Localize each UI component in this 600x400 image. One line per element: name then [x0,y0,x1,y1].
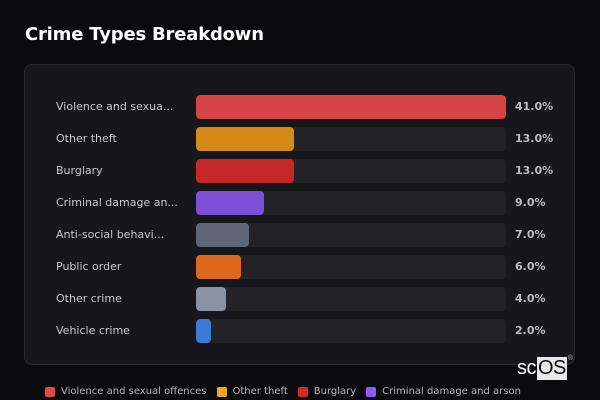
bar-value: 13.0% [515,132,554,145]
bar-value: 7.0% [515,228,546,241]
page-title: Crime Types Breakdown [25,24,264,45]
bar-track [196,223,506,247]
bar-label: Anti-social behavi... [56,228,165,241]
bar-fill [196,255,242,279]
bar-track [196,287,506,311]
legend-swatch-icon [297,386,308,397]
bar-value: 2.0% [515,324,546,337]
legend-label: Burglary [313,386,357,397]
bar-value: 9.0% [515,196,546,209]
chart-card: Violence and sexua... 41.0% Other theft 13.… [24,64,575,365]
bar-row[interactable]: Other theft 13.0% [25,127,574,151]
bar-track [196,191,506,215]
bar-value: 6.0% [515,260,546,273]
bar-fill [196,287,227,311]
bar-track [196,319,506,343]
legend-swatch-icon [216,386,227,397]
legend-item[interactable]: Burglary [297,386,357,397]
bar-row[interactable]: Criminal damage an... 9.0% [25,191,574,215]
bar-row[interactable]: Public order 6.0% [25,255,574,279]
bar-value: 13.0% [515,164,554,177]
legend-swatch-icon [45,386,55,397]
bar-track [196,159,506,183]
bar-row[interactable]: Other crime 4.0% [25,287,574,311]
bar-fill [196,223,249,247]
bar-label: Violence and sexua... [56,100,174,113]
legend-label: Other theft [232,386,288,397]
bar-fill [196,95,506,119]
legend-label: Criminal damage and arson [382,386,521,397]
bar-row[interactable]: Burglary 13.0% [25,159,574,183]
bar-label: Criminal damage an... [56,196,178,209]
bar-fill [196,191,265,215]
bar-fill [196,159,295,183]
bar-fill [196,319,212,343]
bar-track [196,127,506,151]
bar-row[interactable]: Anti-social behavi... 7.0% [25,223,574,247]
bar-value: 4.0% [515,292,546,305]
legend-swatch-icon [366,386,377,397]
bar-row[interactable]: Violence and sexua... 41.0% [25,95,574,119]
bar-label: Public order [56,260,122,273]
chart-legend: Violence and sexual offences Other theft B… [45,386,521,397]
bar-label: Other theft [56,132,117,145]
watermark-logo: sc OS ® [517,355,573,380]
bar-label: Other crime [56,292,122,305]
legend-label: Violence and sexual offences [61,386,207,397]
watermark-sc: sc [517,357,537,379]
legend-item[interactable]: Other theft [216,386,288,397]
watermark-os: OS [537,357,567,380]
legend-item[interactable]: Criminal damage and arson [366,386,521,397]
bar-label: Burglary [56,164,103,177]
bar-row[interactable]: Vehicle crime 2.0% [25,319,574,343]
bar-track [196,95,506,119]
bar-track [196,255,506,279]
registered-icon: ® [567,355,573,362]
bar-value: 41.0% [515,100,554,113]
bar-label: Vehicle crime [56,324,130,337]
legend-item[interactable]: Violence and sexual offences [45,386,207,397]
bar-fill [196,127,295,151]
